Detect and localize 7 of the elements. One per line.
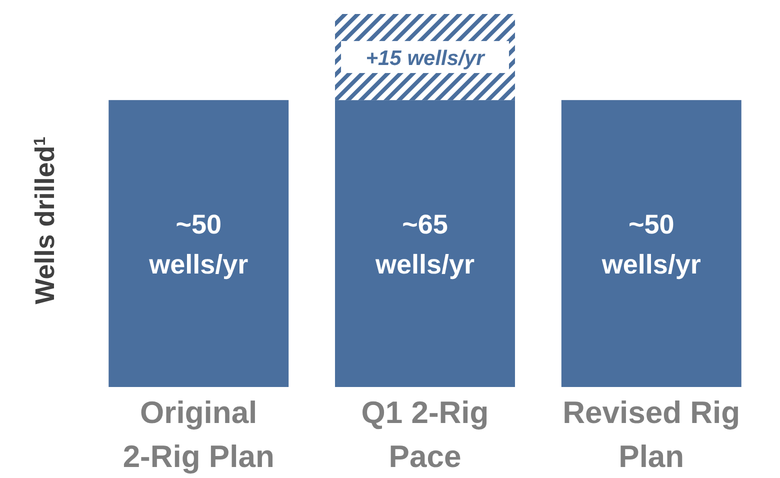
x-tick-label: Original 2-Rig Plan <box>122 395 274 474</box>
total-label: ~65 wells/yr <box>374 210 476 280</box>
data-label: +15 wells/yr <box>366 47 486 70</box>
total-label: ~50 wells/yr <box>600 210 702 280</box>
x-tick-label: Q1 2-Rig Pace <box>361 395 489 474</box>
total-label: ~50 wells/yr <box>148 210 249 280</box>
x-tick-label: Revised Rig Plan <box>562 395 740 474</box>
